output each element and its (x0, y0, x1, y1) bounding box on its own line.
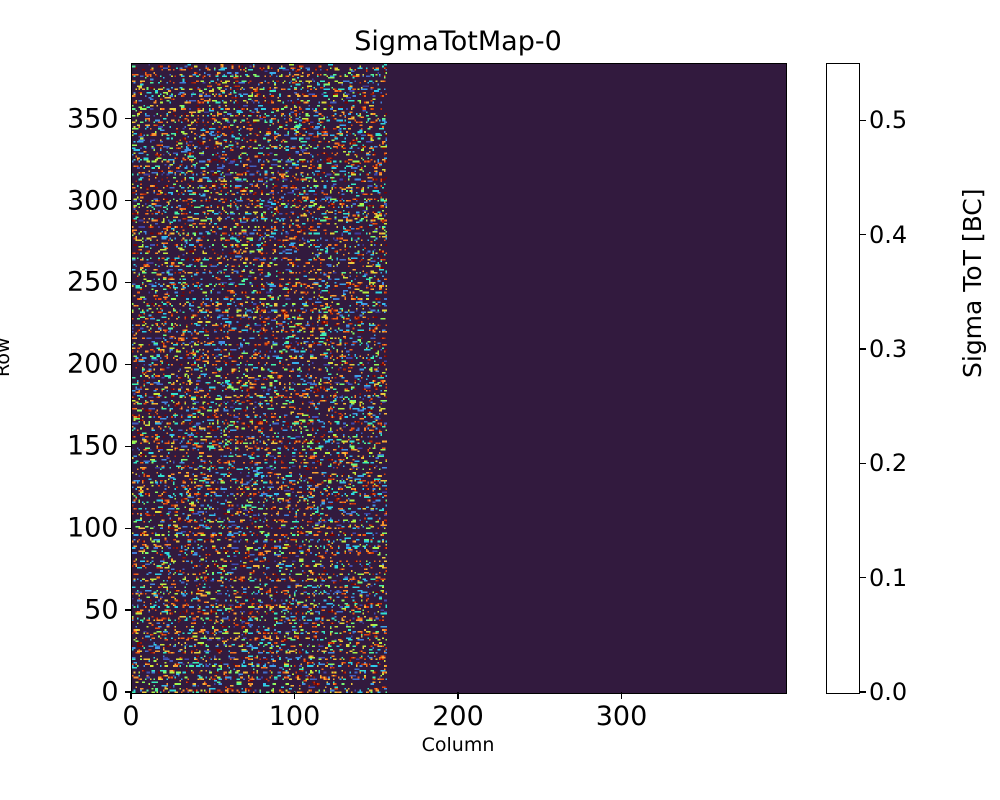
colorbar-tick-mark (859, 691, 866, 693)
colorbar-tick-mark (859, 348, 866, 350)
y-tick-mark (124, 199, 131, 202)
x-tick-label: 100 (268, 701, 321, 732)
page-title: SigmaTotMap-0 (354, 26, 562, 57)
colorbar-tick-mark (859, 576, 866, 579)
colorbar-tick-mark (859, 462, 866, 464)
x-tick-mark (457, 692, 459, 699)
colorbar-tick-label: 0.4 (869, 220, 908, 249)
colorbar-tick-label: 0.3 (869, 334, 908, 363)
colorbar-tick-label: 0.0 (869, 678, 908, 706)
y-tick-mark (124, 691, 131, 693)
x-tick-mark (293, 692, 296, 699)
colorbar-tick-mark (859, 233, 866, 236)
y-tick-label: 0 (101, 676, 119, 708)
colorbar-tick-label: 0.2 (869, 449, 908, 478)
y-tick-label: 150 (66, 430, 119, 462)
x-tick-mark (130, 692, 132, 699)
y-tick-label: 200 (66, 348, 119, 380)
x-tick-label: 0 (122, 701, 140, 732)
colorbar[interactable] (826, 63, 860, 694)
colorbar-tick-label: 0.5 (869, 106, 908, 135)
y-tick-label: 250 (66, 266, 119, 298)
heatmap-axes[interactable] (131, 63, 787, 694)
heatmap-image (132, 64, 786, 693)
y-tick-mark (124, 445, 131, 447)
colorbar-tick-label: 0.1 (869, 563, 908, 592)
x-tick-mark (620, 692, 623, 699)
colorbar-label: Sigma ToT [BC] (958, 188, 987, 378)
y-tick-mark (124, 281, 131, 284)
y-tick-label: 300 (66, 185, 119, 217)
y-tick-label: 100 (66, 512, 119, 544)
colorbar-tick-mark (859, 119, 866, 121)
x-tick-label: 200 (432, 701, 484, 732)
y-tick-mark (124, 527, 131, 529)
y-axis-label: Row (0, 337, 14, 377)
y-tick-mark (124, 118, 131, 120)
y-tick-label: 350 (66, 103, 119, 135)
y-tick-label: 50 (84, 594, 119, 626)
y-tick-mark (124, 609, 131, 611)
x-tick-label: 300 (595, 701, 648, 732)
colorbar-gradient (827, 64, 859, 693)
y-tick-mark (124, 363, 131, 366)
x-axis-label: Column (421, 734, 495, 756)
